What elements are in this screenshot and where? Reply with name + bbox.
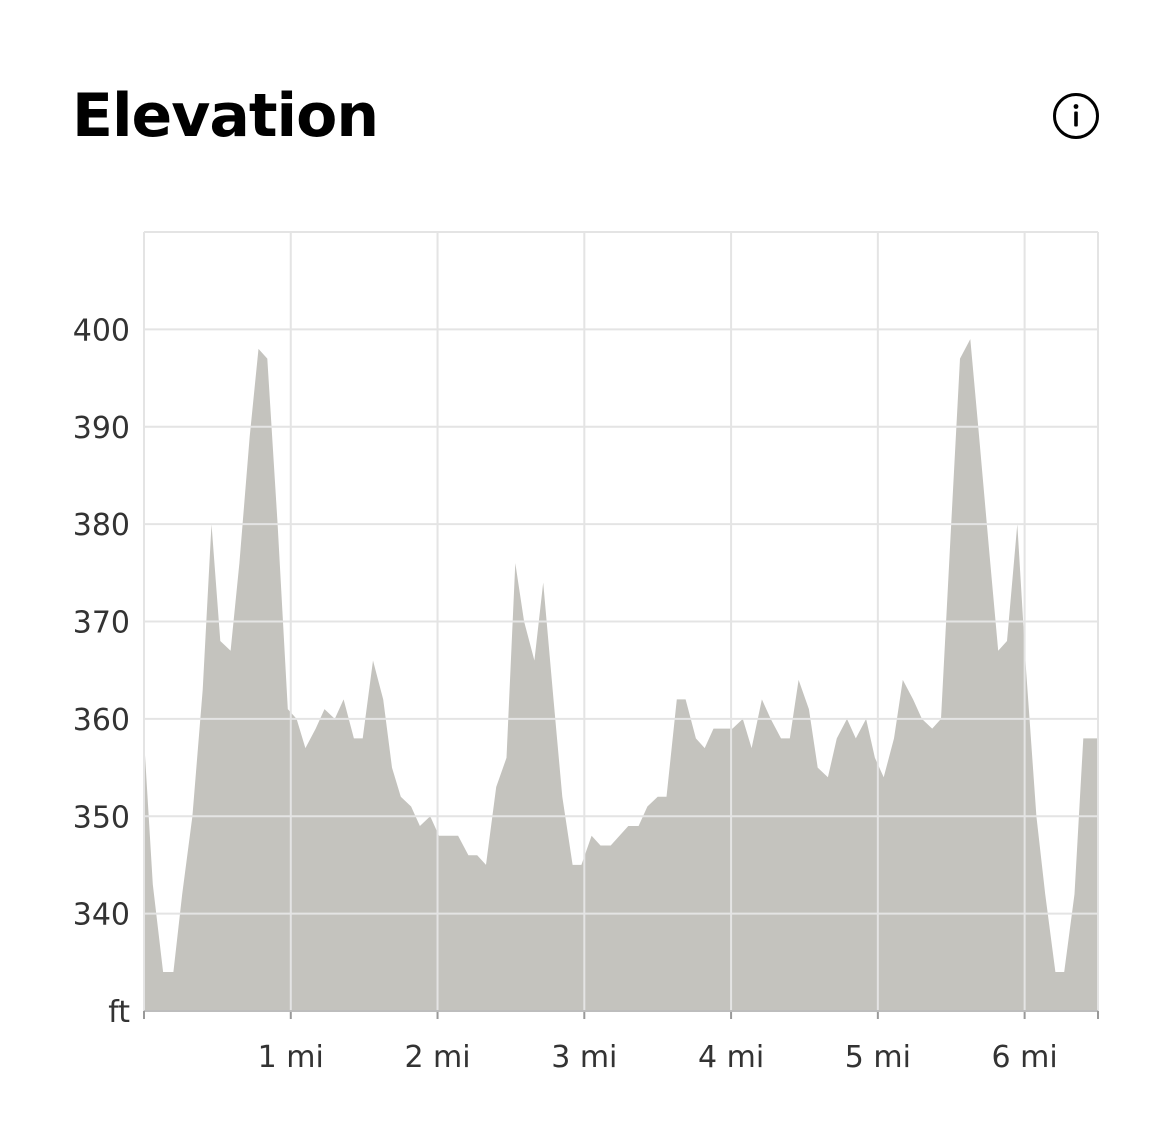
x-tick-label: 4 mi (698, 1040, 764, 1075)
y-tick-label: 370 (73, 606, 130, 641)
info-circle-icon (1053, 93, 1099, 139)
page-title: Elevation (72, 81, 379, 151)
y-unit-label: ft (108, 995, 130, 1030)
elevation-area (144, 339, 1098, 1012)
card-header: Elevation (72, 78, 1102, 154)
x-tick-label: 5 mi (845, 1040, 911, 1075)
x-tick-label: 6 mi (992, 1040, 1058, 1075)
y-tick-label: 400 (73, 313, 130, 348)
x-tick-label: 1 mi (258, 1040, 324, 1075)
x-tick-label: 3 mi (551, 1040, 617, 1075)
y-tick-label: 390 (73, 411, 130, 446)
x-tick-label: 2 mi (404, 1040, 470, 1075)
info-button[interactable] (1052, 92, 1100, 140)
y-tick-label: 360 (73, 703, 130, 738)
y-tick-label: 380 (73, 508, 130, 543)
y-tick-label: 350 (73, 800, 130, 835)
y-tick-label: 340 (73, 898, 130, 933)
